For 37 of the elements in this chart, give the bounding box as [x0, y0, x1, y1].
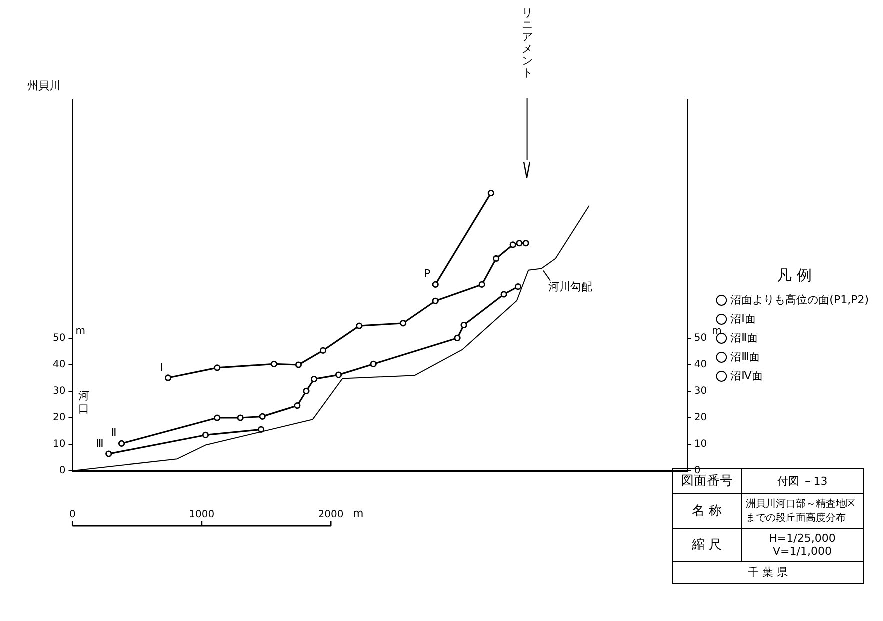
series-label: 河川勾配	[548, 280, 593, 294]
y-tick-label: 40	[52, 360, 66, 371]
y-tick-label: 20	[52, 412, 66, 424]
x-tick-label: 2000	[318, 510, 344, 521]
y-tick-label: 50	[52, 333, 66, 344]
y2-tick-label: 20	[694, 412, 708, 424]
x-tick-label: 1000	[189, 510, 215, 521]
text: 名 称	[672, 494, 742, 528]
legend-label: 沼面よりも高位の面(P1,P2)	[730, 293, 869, 306]
y-tick-label: 30	[52, 386, 66, 398]
text: H=1/25,000 V=1/1,000	[742, 528, 864, 562]
y2-tick-label: 40	[694, 360, 708, 371]
y-tick-label: 0	[59, 466, 66, 477]
annotation: Ⅲ	[96, 436, 104, 450]
legend-label: 沼Ⅲ面	[730, 350, 760, 364]
x-tick-label: 0	[70, 510, 76, 521]
text: 州貝川	[28, 79, 61, 92]
y2-tick-label: 30	[694, 386, 708, 398]
y2-tick-label: 50	[694, 333, 708, 344]
legend-label: 沼Ⅰ面	[730, 312, 756, 326]
x-axis-title: m	[353, 506, 364, 520]
y-tick-label: 10	[52, 439, 66, 450]
text: 付図 －13	[742, 468, 864, 494]
text: 洲貝川河口部～精査地区までの段丘面高度分布	[742, 494, 864, 528]
y-axis-title: m	[76, 326, 86, 338]
annotation: Ⅱ	[111, 426, 117, 440]
y2-axis-title: m	[712, 326, 722, 338]
annotation: Ⅰ	[160, 360, 164, 374]
text: 千 葉 県	[672, 562, 864, 584]
legend-label: 沼Ⅳ面	[730, 369, 763, 382]
y2-tick-label: 10	[694, 439, 708, 450]
legend-label: 沼Ⅱ面	[730, 331, 758, 344]
legend-title: 凡 例	[777, 266, 812, 284]
text: 縮 尺	[672, 528, 742, 562]
annotation: P	[424, 268, 431, 281]
ref-line-label: リニアメント	[522, 6, 533, 80]
annotation: 河口	[78, 390, 90, 416]
